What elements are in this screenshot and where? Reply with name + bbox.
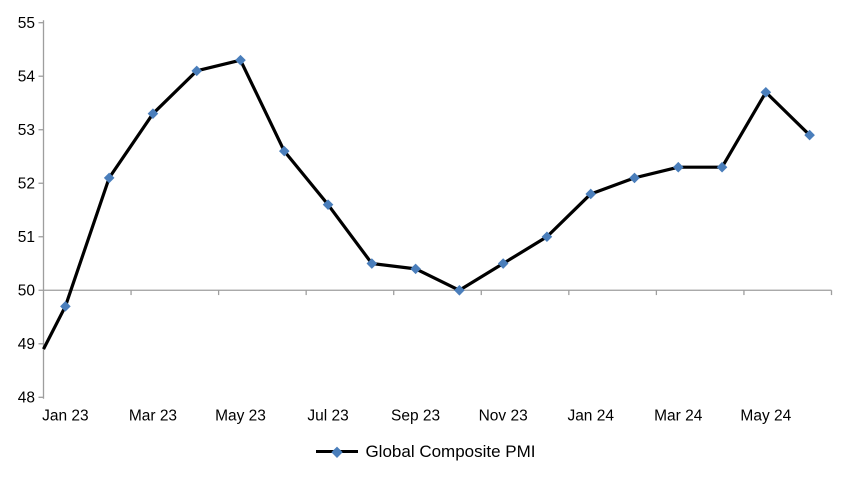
data-point-marker	[672, 161, 684, 173]
data-point-marker	[410, 263, 421, 275]
pmi-series-line	[42, 58, 811, 350]
x-axis-tick-label: Sep 23	[391, 408, 440, 425]
y-axis-tick-label: 53	[18, 122, 35, 139]
data-point-marker	[454, 284, 465, 296]
data-point-marker	[235, 54, 246, 66]
x-axis-tick-label: Nov 23	[479, 408, 528, 425]
x-axis-tick-label: May 24	[740, 408, 791, 425]
data-point-marker	[60, 301, 71, 312]
y-axis-tick-label: 55	[18, 15, 35, 32]
legend-diamond-icon	[332, 446, 343, 457]
x-axis-tick-label: Mar 23	[129, 408, 177, 425]
chart-legend: Global Composite PMI	[0, 442, 852, 461]
y-axis-tick-label: 48	[18, 390, 35, 407]
y-axis-tick-label: 51	[18, 229, 35, 246]
data-point-marker	[366, 258, 378, 269]
data-point-marker	[541, 231, 553, 243]
data-point-marker	[804, 129, 815, 141]
x-axis-tick-label: Mar 24	[654, 408, 703, 425]
data-point-marker	[760, 86, 772, 98]
data-point-marker	[585, 188, 597, 200]
data-point-marker	[278, 145, 290, 157]
data-point-marker	[716, 161, 728, 173]
x-axis-tick-label: Jan 24	[567, 408, 614, 425]
x-axis-tick-label: May 23	[215, 408, 266, 425]
y-axis-tick-label: 49	[18, 336, 35, 353]
legend-series-line-icon	[316, 446, 359, 458]
x-axis-tick-label: Jul 23	[307, 408, 348, 425]
data-point-marker	[103, 172, 115, 184]
x-axis-tick-label: Jan 23	[42, 408, 89, 425]
data-point-marker	[629, 172, 640, 184]
data-point-marker	[322, 199, 334, 210]
data-point-marker	[191, 65, 203, 77]
data-point-marker	[497, 258, 509, 269]
y-axis-tick-label: 54	[18, 69, 36, 86]
y-axis-tick-label: 52	[18, 176, 35, 193]
y-axis-tick-label: 50	[18, 283, 36, 300]
data-point-marker	[147, 108, 159, 119]
legend-series-label: Global Composite PMI	[365, 442, 536, 461]
